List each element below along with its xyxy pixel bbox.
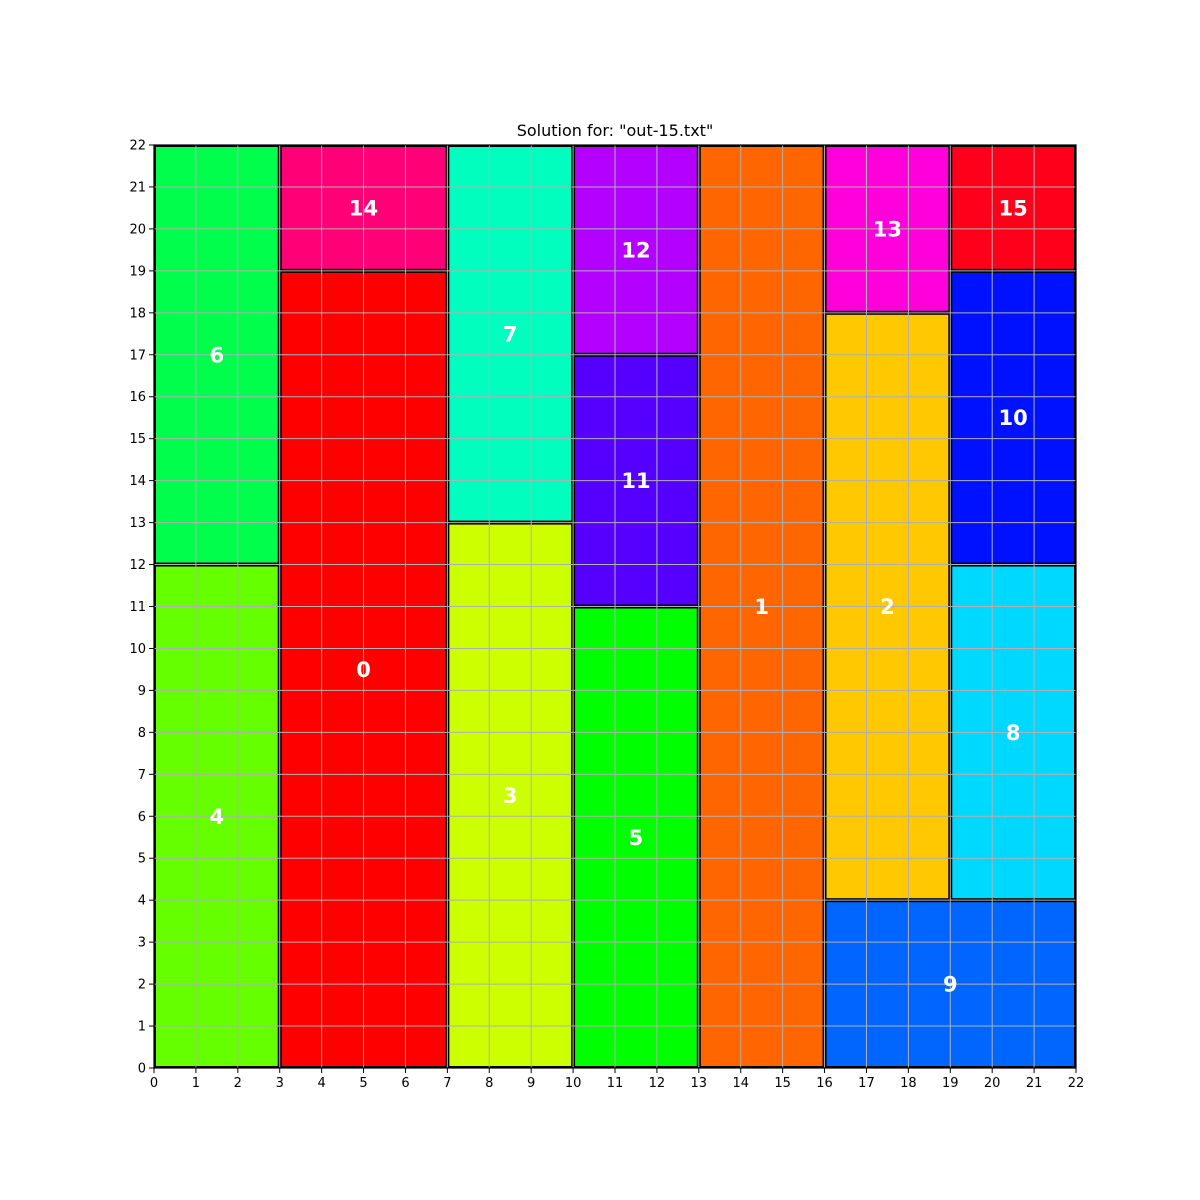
- x-tick-label: 7: [443, 1076, 451, 1091]
- rect-12: [573, 145, 699, 355]
- y-tick-label: 20: [129, 222, 146, 237]
- x-tick-label: 2: [234, 1076, 242, 1091]
- y-tick-label: 15: [129, 432, 146, 447]
- x-tick-label: 17: [858, 1076, 875, 1091]
- x-tick-label: 6: [401, 1076, 409, 1091]
- y-tick-label: 6: [138, 810, 146, 825]
- x-tick-label: 10: [565, 1076, 582, 1091]
- rect-10: [950, 270, 1076, 565]
- y-tick-label: 16: [129, 390, 146, 405]
- y-tick-label: 13: [129, 516, 146, 531]
- y-tick-label: 10: [129, 642, 146, 657]
- chart-title: Solution for: "out-15.txt": [517, 121, 714, 140]
- rect-label-12: 12: [621, 238, 650, 262]
- y-tick-label: 22: [129, 139, 146, 154]
- x-tick-label: 8: [485, 1076, 493, 1091]
- y-tick-label: 11: [129, 600, 146, 615]
- x-tick-label: 13: [691, 1076, 708, 1091]
- rect-label-8: 8: [1006, 721, 1021, 745]
- rect-label-10: 10: [999, 406, 1028, 430]
- rect-5: [573, 606, 699, 1068]
- x-tick-label: 9: [527, 1076, 535, 1091]
- y-tick-label: 19: [129, 264, 146, 279]
- x-tick-label: 18: [900, 1076, 917, 1091]
- rect-label-2: 2: [880, 595, 895, 619]
- x-tick-label: 22: [1068, 1076, 1085, 1091]
- y-tick-label: 14: [129, 474, 146, 489]
- y-tick-label: 7: [138, 768, 146, 783]
- rect-label-7: 7: [503, 322, 518, 346]
- x-tick-label: 11: [607, 1076, 624, 1091]
- y-tick-label: 21: [129, 180, 146, 195]
- rect-label-13: 13: [873, 217, 902, 241]
- x-tick-label: 5: [359, 1076, 367, 1091]
- y-tick-label: 3: [138, 936, 146, 951]
- y-tick-label: 5: [138, 852, 146, 867]
- rect-label-11: 11: [621, 469, 650, 493]
- rect-label-6: 6: [210, 343, 225, 367]
- rect-label-4: 4: [210, 805, 225, 829]
- rect-label-5: 5: [629, 826, 644, 850]
- x-tick-label: 21: [1026, 1076, 1043, 1091]
- rect-3: [447, 522, 574, 1068]
- x-tick-label: 1: [192, 1076, 200, 1091]
- x-tick-label: 16: [816, 1076, 833, 1091]
- rect-15: [950, 145, 1076, 271]
- x-tick-label: 15: [774, 1076, 791, 1091]
- x-tick-label: 14: [732, 1076, 749, 1091]
- rect-label-1: 1: [754, 595, 769, 619]
- x-tick-label: 19: [942, 1076, 959, 1091]
- y-tick-label: 1: [138, 1020, 146, 1035]
- y-tick-label: 8: [138, 726, 146, 741]
- y-tick-label: 4: [138, 894, 146, 909]
- rect-label-15: 15: [999, 196, 1028, 220]
- y-tick-label: 2: [138, 978, 146, 993]
- x-tick-label: 20: [984, 1076, 1001, 1091]
- y-tick-label: 0: [138, 1062, 146, 1077]
- y-tick-label: 17: [129, 348, 146, 363]
- y-tick-label: 9: [138, 684, 146, 699]
- x-tick-label: 12: [649, 1076, 666, 1091]
- rect-label-9: 9: [943, 973, 958, 997]
- rect-7: [447, 145, 574, 523]
- rect-label-3: 3: [503, 784, 518, 808]
- x-tick-label: 3: [276, 1076, 284, 1091]
- y-tick-label: 18: [129, 306, 146, 321]
- rect-label-0: 0: [356, 658, 371, 682]
- x-tick-label: 4: [317, 1076, 325, 1091]
- x-tick-label: 0: [150, 1076, 158, 1091]
- y-tick-label: 12: [129, 558, 146, 573]
- x-axis: 0 1 2 3 4 5 6 7 8 9 10 11 12 13 14 15 16 17 18 19 20 21 22: [150, 1068, 1084, 1091]
- rect-label-14: 14: [349, 196, 378, 220]
